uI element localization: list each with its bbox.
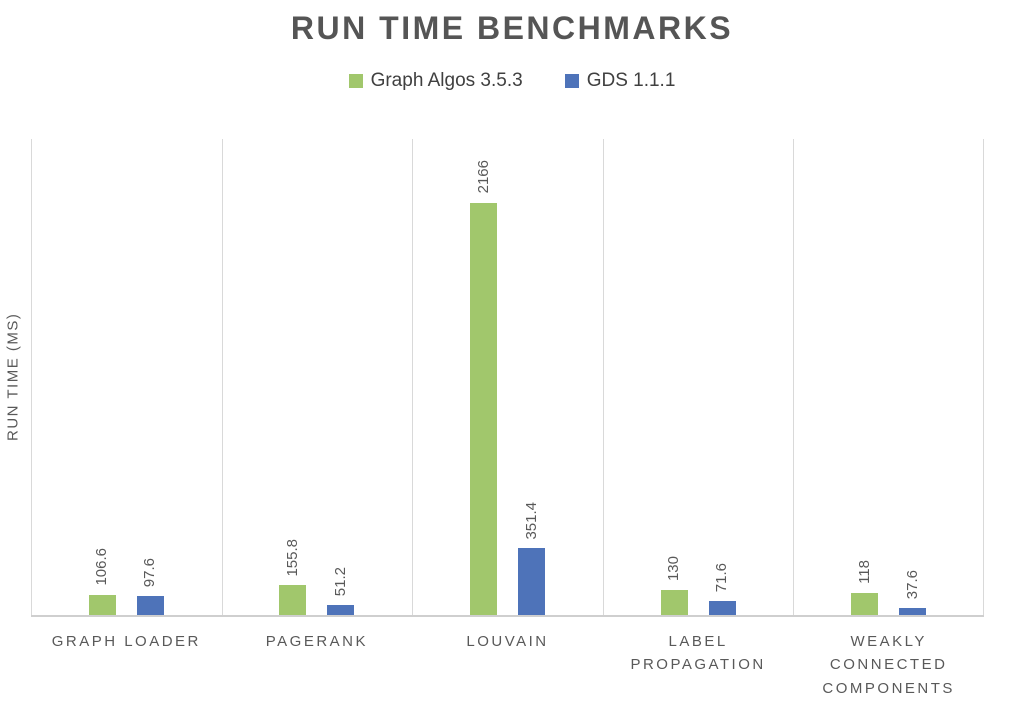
bar-value-label: 2166 [474,160,492,194]
bar-graph-algos-3-5-3-label-propagation [660,590,688,615]
gridline [603,139,604,615]
legend-label-gds: GDS 1.1.1 [586,70,676,91]
legend-swatch-blue [564,74,579,88]
legend-label-graph-algos: Graph Algos 3.5.3 [370,70,523,91]
bar-graph-algos-3-5-3-louvain [470,202,497,615]
bar-gds-1-1-1-label-propagation [708,601,736,615]
bar-value-label: 106.6 [93,548,111,586]
chart-title: RUN TIME BENCHMARKS [290,10,734,46]
gridline [222,139,223,615]
bar-graph-algos-3-5-3-weakly-connected-components [851,592,879,615]
bar-value-label: 130 [665,556,683,582]
gridline [793,139,794,615]
bar-gds-1-1-1-pagerank [327,605,355,615]
bar-value-label: 155.8 [283,538,301,577]
category-label-weakly-connected-components: WEAKLY CONNECTED COMPONENTS [822,633,955,697]
bar-gds-1-1-1-graph-loader [136,596,164,615]
legend-swatch-green [348,74,363,88]
bar-value-label: 37.6 [903,569,921,599]
bar-value-label: 51.2 [331,567,349,597]
category-label-label-propagation: LABEL PROPAGATION [630,633,766,674]
legend-item-graph-algos: Graph Algos 3.5.3 [348,70,523,92]
legend: Graph Algos 3.5.3 GDS 1.1.1 [0,70,1024,92]
gridline [31,139,32,615]
category-label-pagerank: PAGERANK [265,633,369,650]
gridline [983,139,984,615]
category-label-graph-loader: GRAPH LOADER [51,633,201,650]
y-axis-title: RUN TIME (MS) [4,312,22,442]
bar-gds-1-1-1-weakly-connected-components [899,607,927,615]
plot-area: 106.6 97.6 155.8 51.2 2166 351.4 130 71.6 118 37.… [31,139,984,617]
bar-graph-algos-3-5-3-graph-loader [88,594,116,615]
category-label-louvain: LOUVAIN [466,633,549,650]
gridline [412,139,413,615]
bar-value-label: 351.4 [522,501,540,540]
bar-value-label: 97.6 [141,558,159,588]
bar-value-label: 71.6 [713,563,731,593]
bar-gds-1-1-1-louvain [518,548,545,615]
bar-graph-algos-3-5-3-pagerank [279,585,307,615]
legend-item-gds: GDS 1.1.1 [564,70,676,92]
bar-value-label: 118 [855,559,873,584]
